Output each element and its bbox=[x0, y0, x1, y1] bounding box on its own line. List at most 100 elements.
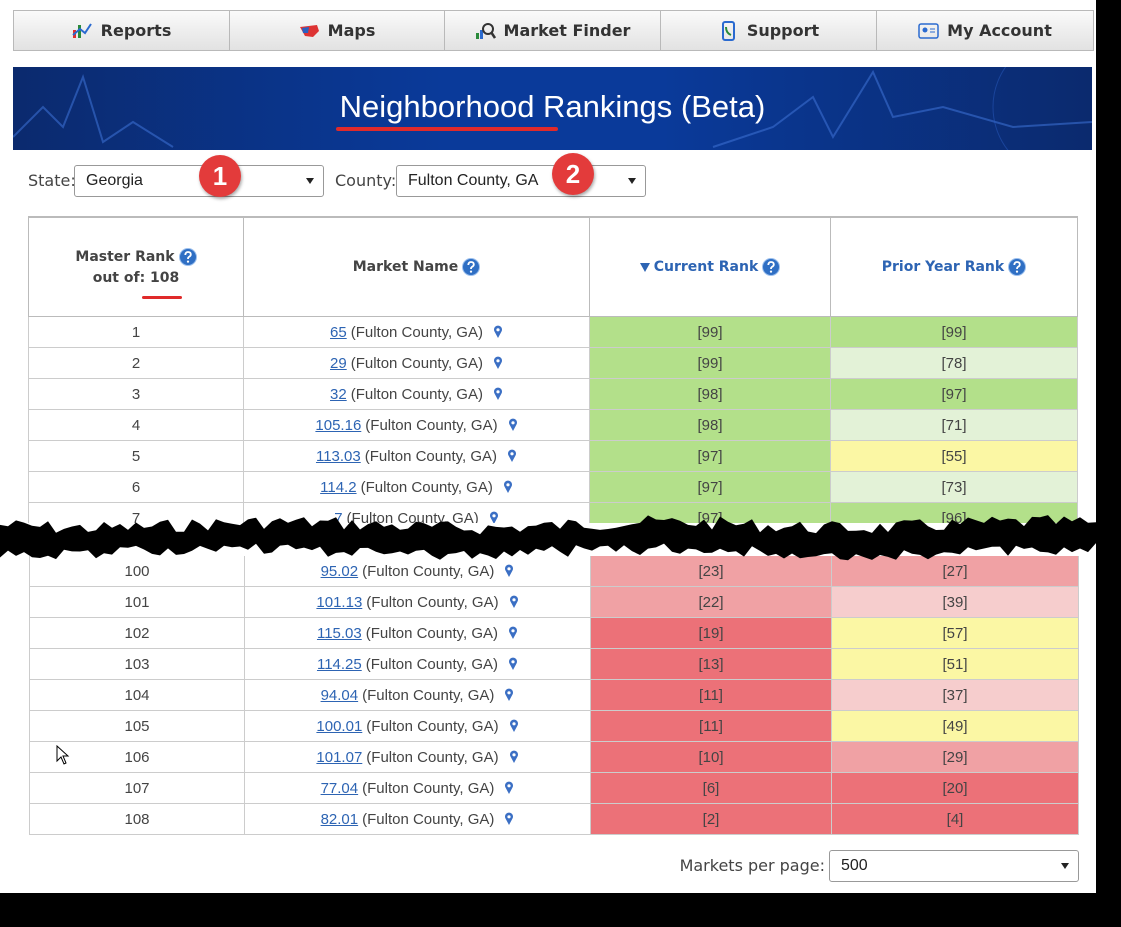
nav-label: My Account bbox=[947, 21, 1052, 40]
nav-icon bbox=[721, 20, 735, 41]
prior-rank-cell: [49] bbox=[832, 711, 1079, 742]
nav-icon bbox=[299, 24, 319, 37]
help-icon[interactable] bbox=[1008, 258, 1027, 276]
tear-shape bbox=[0, 515, 1096, 561]
prior-rank-cell: [78] bbox=[831, 348, 1078, 379]
market-link[interactable]: 82.01 bbox=[320, 810, 359, 828]
nav-icon bbox=[72, 22, 92, 38]
map-pin[interactable] bbox=[493, 387, 503, 401]
market-cell: 29 (Fulton County, GA) bbox=[244, 348, 590, 379]
nav-button[interactable]: Maps bbox=[229, 10, 445, 51]
map-pin[interactable] bbox=[504, 781, 514, 795]
map-pin[interactable] bbox=[504, 812, 514, 826]
rank-cell: 101 bbox=[29, 587, 245, 618]
state-value: Georgia bbox=[86, 172, 143, 189]
header-cell[interactable]: Current Rank bbox=[590, 217, 831, 317]
market-cell: 82.01 (Fulton County, GA) bbox=[245, 804, 591, 835]
current-rank-cell: [2] bbox=[591, 804, 832, 835]
map-pin[interactable] bbox=[489, 511, 499, 523]
market-county: (Fulton County, GA) bbox=[362, 810, 495, 828]
market-link[interactable]: 77.04 bbox=[320, 779, 359, 797]
annotation-badge: 2 bbox=[552, 153, 594, 195]
map-pin[interactable] bbox=[504, 564, 514, 578]
market-cell: 114.2 (Fulton County, GA) bbox=[244, 472, 590, 503]
current-rank-cell: [23] bbox=[591, 556, 832, 587]
nav-icon bbox=[475, 22, 496, 39]
market-link[interactable]: 101.07 bbox=[316, 748, 363, 766]
market-county: (Fulton County, GA) bbox=[350, 323, 483, 341]
market-county: (Fulton County, GA) bbox=[365, 655, 499, 673]
help-icon[interactable] bbox=[762, 258, 781, 276]
map-pin[interactable] bbox=[493, 356, 503, 370]
market-county: (Fulton County, GA) bbox=[362, 779, 495, 797]
market-link[interactable]: 105.16 bbox=[315, 416, 362, 434]
map-pin[interactable] bbox=[509, 595, 519, 609]
current-rank-cell: [11] bbox=[591, 680, 832, 711]
market-cell: 114.25 (Fulton County, GA) bbox=[245, 649, 591, 680]
annotation-underline bbox=[336, 127, 558, 131]
annotation-underline bbox=[142, 296, 182, 299]
nav-button[interactable]: Reports bbox=[13, 10, 230, 51]
map-pin[interactable] bbox=[508, 657, 518, 671]
help-icon[interactable] bbox=[462, 258, 481, 276]
market-link[interactable]: 114.25 bbox=[316, 655, 362, 673]
header-cell[interactable]: Prior Year Rank bbox=[831, 217, 1078, 317]
rank-cell: 108 bbox=[29, 804, 245, 835]
market-link[interactable]: 94.04 bbox=[320, 686, 359, 704]
rank-cell: 2 bbox=[28, 348, 244, 379]
county-label: County: bbox=[335, 171, 397, 190]
rank-cell: 1 bbox=[28, 317, 244, 348]
table-body-bottom: 100 95.02 (Fulton County, GA) [23] [27] 101 10… bbox=[0, 556, 1121, 836]
nav-label: Maps bbox=[327, 21, 376, 40]
rank-cell: 4 bbox=[28, 410, 244, 441]
market-link[interactable]: 32 bbox=[330, 385, 347, 403]
county-select[interactable]: Fulton County, GA bbox=[396, 165, 646, 197]
header-text: Prior Year Rank bbox=[881, 259, 1005, 275]
frame-shadow bbox=[0, 893, 1121, 927]
market-link[interactable]: 115.03 bbox=[316, 624, 362, 642]
rank-cell: 3 bbox=[28, 379, 244, 410]
help-icon[interactable] bbox=[178, 248, 197, 266]
prior-rank-cell: [97] bbox=[831, 379, 1078, 410]
per-page-select[interactable]: 500 bbox=[829, 850, 1079, 882]
market-county: (Fulton County, GA) bbox=[366, 717, 499, 735]
prior-rank-cell: [4] bbox=[832, 804, 1079, 835]
prior-rank-cell: [29] bbox=[832, 742, 1079, 773]
map-pin[interactable] bbox=[509, 719, 519, 733]
map-pin[interactable] bbox=[509, 750, 519, 764]
prior-rank-cell: [55] bbox=[831, 441, 1078, 472]
map-pin[interactable] bbox=[508, 626, 518, 640]
map-pin[interactable] bbox=[507, 449, 517, 463]
nav-button[interactable]: My Account bbox=[876, 10, 1094, 51]
market-link[interactable]: 29 bbox=[330, 354, 347, 372]
map-pin[interactable] bbox=[493, 325, 503, 339]
current-rank-cell: [99] bbox=[590, 317, 831, 348]
map-pin[interactable] bbox=[504, 688, 514, 702]
banner-art bbox=[13, 67, 1092, 150]
prior-rank-cell: [39] bbox=[832, 587, 1079, 618]
market-link[interactable]: 100.01 bbox=[316, 717, 363, 735]
nav-button[interactable]: Market Finder bbox=[444, 10, 661, 51]
market-link[interactable]: 95.02 bbox=[320, 562, 359, 580]
market-link[interactable]: 114.2 bbox=[320, 478, 357, 496]
current-rank-cell: [98] bbox=[590, 379, 831, 410]
market-link[interactable]: 65 bbox=[330, 323, 347, 341]
header-text: Master Rank bbox=[75, 249, 175, 265]
market-cell: 101.07 (Fulton County, GA) bbox=[245, 742, 591, 773]
mouse-cursor bbox=[56, 745, 70, 765]
banner: Neighborhood Rankings (Beta) bbox=[13, 67, 1092, 150]
rank-cell: 105 bbox=[29, 711, 245, 742]
rank-cell: 100 bbox=[29, 556, 245, 587]
market-link[interactable]: 101.13 bbox=[316, 593, 363, 611]
map-pin[interactable] bbox=[503, 480, 513, 494]
market-county: (Fulton County, GA) bbox=[365, 416, 498, 434]
market-cell: 105.16 (Fulton County, GA) bbox=[244, 410, 590, 441]
market-link[interactable]: 7 bbox=[334, 509, 343, 524]
market-cell: 101.13 (Fulton County, GA) bbox=[245, 587, 591, 618]
page-title: Neighborhood Rankings (Beta) bbox=[339, 89, 766, 124]
map-pin[interactable] bbox=[508, 418, 518, 432]
market-link[interactable]: 113.03 bbox=[315, 447, 361, 465]
nav-button[interactable]: Support bbox=[660, 10, 877, 51]
nav-label: Reports bbox=[100, 21, 172, 40]
prior-rank-cell: [99] bbox=[831, 317, 1078, 348]
